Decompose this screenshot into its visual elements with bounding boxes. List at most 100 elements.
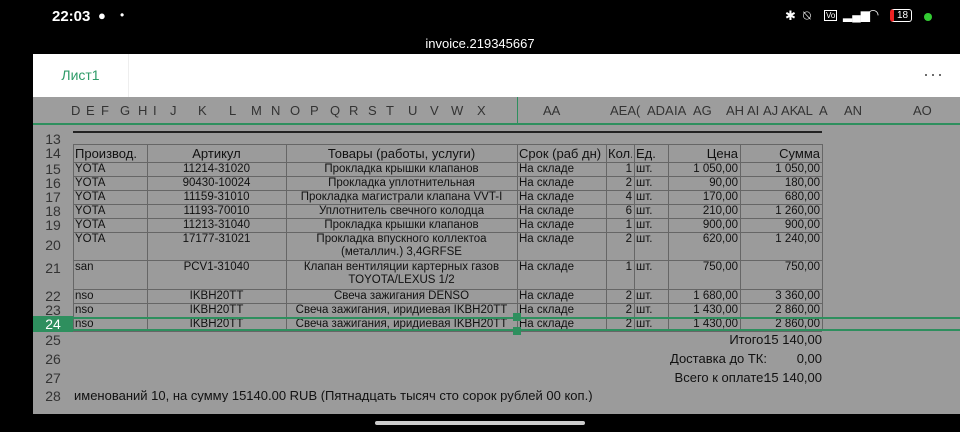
table-row-cell[interactable]: Прокладка уплотнительная (328, 177, 475, 189)
column-header-bar[interactable]: D E F G H I J K L M N O P Q R S T U V W X AA AEA(ADA IA AG AH AI AJ… (33, 97, 960, 125)
row-header-27[interactable]: 27 (45, 370, 61, 386)
table-row-cell[interactable]: На складе (519, 318, 575, 330)
table-row-cell[interactable]: Уплотнитель свечного колодца (318, 205, 485, 217)
column-header-AH[interactable]: AH (726, 103, 745, 118)
header-cell[interactable]: Кол. (608, 147, 632, 161)
column-header-E[interactable]: E (86, 103, 95, 118)
table-row-cell[interactable]: 900,00 (784, 219, 820, 231)
column-header-T[interactable]: T (386, 103, 394, 118)
column-header-X[interactable]: X (477, 103, 486, 118)
total-value[interactable]: 15 140,00 (764, 333, 822, 346)
table-row-cell[interactable]: 11214-31020 (183, 163, 250, 175)
header-cell[interactable]: Цена (706, 147, 738, 161)
column-header-H[interactable]: H (138, 103, 148, 118)
table-row-cell[interactable]: шт. (636, 233, 653, 245)
column-header-P[interactable]: P (310, 103, 319, 118)
row-header-14[interactable]: 14 (45, 145, 61, 161)
column-header-AL[interactable]: AL (797, 103, 813, 118)
table-row-cell[interactable]: На складе (519, 205, 575, 217)
column-header-Q[interactable]: Q (330, 103, 341, 118)
header-cell[interactable]: Артикул (192, 147, 241, 161)
total-value[interactable]: 0,00 (796, 352, 822, 365)
table-row-cell[interactable]: шт. (636, 304, 653, 316)
table-row-cell[interactable]: nso (75, 304, 94, 316)
total-label[interactable]: Доставка до ТК: (670, 352, 767, 365)
table-row-cell[interactable]: Свеча зажигания DENSO (333, 290, 470, 302)
table-row-cell[interactable]: На складе (519, 163, 575, 175)
summary-text[interactable]: именований 10, на сумму 15140.00 RUB (Пя… (74, 389, 593, 402)
table-row-cell[interactable]: 2 (625, 304, 632, 316)
column-header-AN[interactable]: AN (844, 103, 863, 118)
table-row-cell[interactable]: 2 (625, 177, 632, 189)
table-row-cell[interactable]: 3 360,00 (775, 290, 820, 302)
table-row-cell[interactable]: шт. (636, 290, 653, 302)
column-header-M[interactable]: M (251, 103, 262, 118)
selection-handle-top[interactable] (513, 313, 521, 321)
table-row-cell[interactable]: шт. (636, 205, 653, 217)
table-row-cell[interactable]: Прокладка крышки клапанов (324, 163, 479, 175)
column-header-AJ[interactable]: AJ (763, 103, 779, 118)
table-row-cell[interactable]: 750,00 (784, 261, 820, 273)
row-header-24[interactable]: 24 (33, 316, 73, 332)
column-header-W[interactable]: W (451, 103, 464, 118)
table-row-cell[interactable]: Прокладка магистрали клапана VVT-I (300, 191, 503, 203)
table-row-cell[interactable]: 1 430,00 (693, 318, 738, 330)
table-row-cell[interactable]: YOTA (75, 191, 106, 203)
column-header-U[interactable]: U (408, 103, 418, 118)
table-row-cell[interactable]: YOTA (75, 205, 106, 217)
table-row-cell[interactable]: 1 (625, 219, 632, 231)
row-header-20[interactable]: 20 (45, 237, 61, 253)
table-row-cell[interactable]: Прокладка крышки клапанов (324, 219, 479, 231)
row-header-16[interactable]: 16 (45, 175, 61, 191)
table-row-cell[interactable]: 1 260,00 (775, 205, 820, 217)
table-row-cell[interactable]: шт. (636, 163, 653, 175)
table-row-cell[interactable]: YOTA (75, 163, 106, 175)
row-header-19[interactable]: 19 (45, 217, 61, 233)
total-label[interactable]: Всего к оплате: (674, 371, 767, 384)
home-gesture-handle[interactable] (375, 421, 585, 425)
table-row-cell[interactable]: шт. (636, 191, 653, 203)
table-row-cell[interactable]: 17177-31021 (182, 233, 251, 245)
table-row-cell[interactable]: 210,00 (702, 205, 738, 217)
row-header-28[interactable]: 28 (45, 388, 61, 404)
tab-sheet1[interactable]: Лист1 (33, 54, 129, 97)
header-cell[interactable]: Производ. (75, 147, 137, 161)
column-header-AO[interactable]: AO (913, 103, 932, 118)
table-row-cell[interactable]: 11193-70010 (183, 205, 250, 217)
table-row-cell[interactable]: На складе (519, 261, 575, 273)
table-row-cell[interactable]: 900,00 (702, 219, 738, 231)
table-row-cell[interactable]: nso (75, 290, 94, 302)
table-row-cell[interactable]: 1 (625, 261, 632, 273)
column-header-R[interactable]: R (349, 103, 359, 118)
more-options-icon[interactable]: ··· (923, 64, 944, 84)
table-row-cell[interactable]: YOTA (75, 177, 106, 189)
column-header-AK[interactable]: AK (781, 103, 799, 118)
table-row-cell[interactable]: PCV1-31040 (183, 261, 250, 273)
header-cell[interactable]: Ед. (636, 147, 656, 161)
table-row-cell[interactable]: 1 430,00 (693, 304, 738, 316)
table-row-cell[interactable]: 90,00 (709, 177, 738, 189)
column-header-D[interactable]: D (71, 103, 81, 118)
table-row-cell[interactable]: 2 (625, 318, 632, 330)
spreadsheet-grid[interactable]: D E F G H I J K L M N O P Q R S T U V W X AA AEA(ADA IA AG AH AI AJ… (33, 97, 960, 414)
column-header-S[interactable]: S (368, 103, 377, 118)
table-row-cell[interactable]: Свеча зажигания, иридиевая IKBH20TT (295, 318, 508, 330)
table-row-cell[interactable]: На складе (519, 304, 575, 316)
column-header-A[interactable]: A (819, 103, 828, 118)
table-row-cell[interactable]: На складе (519, 191, 575, 203)
table-row-cell[interactable]: шт. (636, 177, 653, 189)
table-row-cell[interactable]: шт. (636, 261, 653, 273)
row-header-23[interactable]: 23 (45, 302, 61, 318)
table-row-cell[interactable]: 1 240,00 (775, 233, 820, 245)
table-row-cell[interactable]: 750,00 (702, 261, 738, 273)
table-row-cell[interactable]: 4 (625, 191, 632, 203)
selection-handle-bottom[interactable] (513, 327, 521, 335)
table-row-cell[interactable]: 1 680,00 (693, 290, 738, 302)
table-row-cell[interactable]: 11213-31040 (183, 219, 250, 231)
table-row-cell[interactable]: 2 (625, 233, 632, 245)
table-row-cell[interactable]: На складе (519, 177, 575, 189)
table-row-cell[interactable]: san (75, 261, 94, 273)
table-row-cell[interactable]: На складе (519, 233, 575, 245)
table-row-cell[interactable]: IKBH20TT (189, 304, 244, 316)
column-header-G[interactable]: G (120, 103, 131, 118)
